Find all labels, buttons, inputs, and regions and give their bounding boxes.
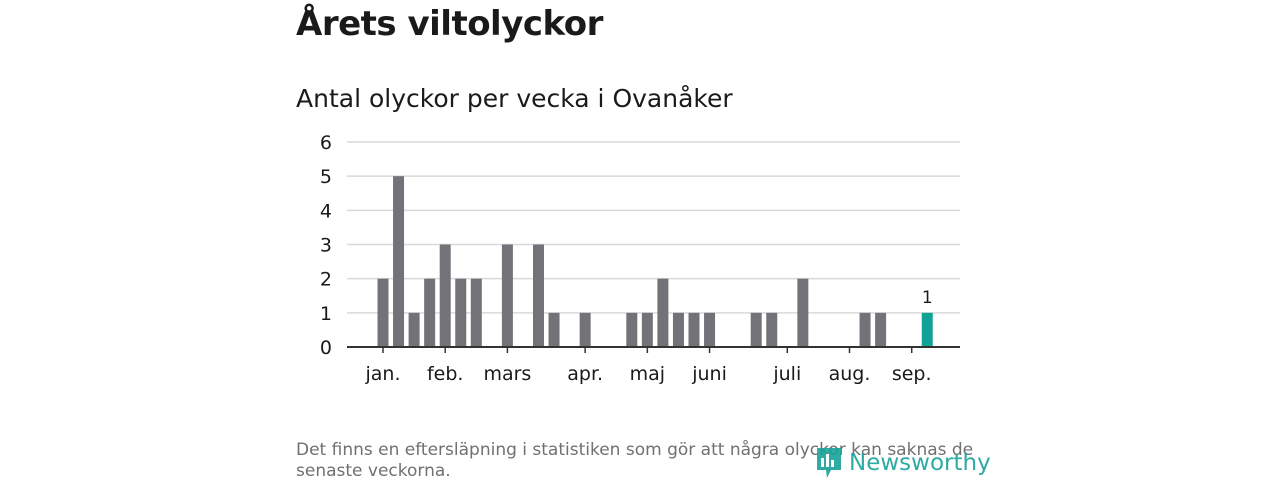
bar	[579, 312, 591, 347]
data-labels: 1	[922, 288, 933, 308]
y-tick-label: 2	[320, 269, 332, 291]
bar	[875, 312, 887, 347]
bar	[672, 312, 684, 347]
x-tick-label: maj	[630, 363, 665, 385]
x-tick-label: juni	[691, 363, 727, 385]
y-tick-label: 5	[320, 166, 332, 188]
bar	[377, 278, 389, 347]
x-tick-label: juli	[772, 363, 801, 385]
bars	[377, 176, 933, 347]
bar	[408, 312, 420, 347]
bar	[533, 244, 544, 347]
chart-subtitle: Antal olyckor per vecka i Ovanåker	[296, 84, 733, 113]
bar	[688, 312, 700, 347]
footnote: Det finns en eftersläpning i statistiken…	[296, 440, 974, 481]
bar	[704, 312, 716, 347]
bar	[470, 278, 482, 347]
bar	[439, 244, 451, 347]
y-axis-ticks: 0 1 2 3 4 5 6	[320, 132, 332, 359]
bar	[501, 244, 513, 347]
bar-chart: 0 1 2 3 4 5 6 jan. feb. mars apr. maj juni juli aug. s…	[320, 132, 960, 385]
bar	[750, 312, 762, 347]
y-tick-label: 3	[320, 235, 332, 257]
x-tick-label: apr.	[567, 363, 603, 385]
bar	[657, 278, 669, 347]
bar	[424, 278, 436, 347]
page-title: Årets viltolyckor	[296, 4, 603, 44]
bar	[641, 312, 653, 347]
brand-name: Newsworthy	[849, 450, 991, 476]
y-tick-label: 0	[320, 337, 332, 359]
x-tick-label: aug.	[829, 363, 871, 385]
x-tick-label: feb.	[427, 363, 463, 385]
x-tick-label: mars	[483, 363, 531, 385]
y-tick-label: 4	[320, 200, 332, 222]
x-tick-label: jan.	[364, 363, 400, 385]
x-tick-label: sep.	[892, 363, 932, 385]
bar	[797, 278, 809, 347]
x-axis-ticks: jan. feb. mars apr. maj juni juli aug. sep.	[364, 347, 932, 385]
newsworthy-logo-icon	[817, 448, 841, 478]
bar	[626, 312, 638, 347]
bar	[455, 278, 467, 347]
grid-lines	[347, 141, 960, 314]
highlight-data-label: 1	[922, 288, 933, 308]
highlight-bar	[921, 312, 933, 347]
brand-logo: Newsworthy	[815, 446, 991, 480]
bar	[766, 312, 778, 347]
bar	[859, 312, 871, 347]
y-tick-label: 1	[320, 303, 332, 325]
y-tick-label: 6	[320, 132, 332, 154]
bar	[393, 176, 405, 347]
bar	[548, 312, 560, 347]
